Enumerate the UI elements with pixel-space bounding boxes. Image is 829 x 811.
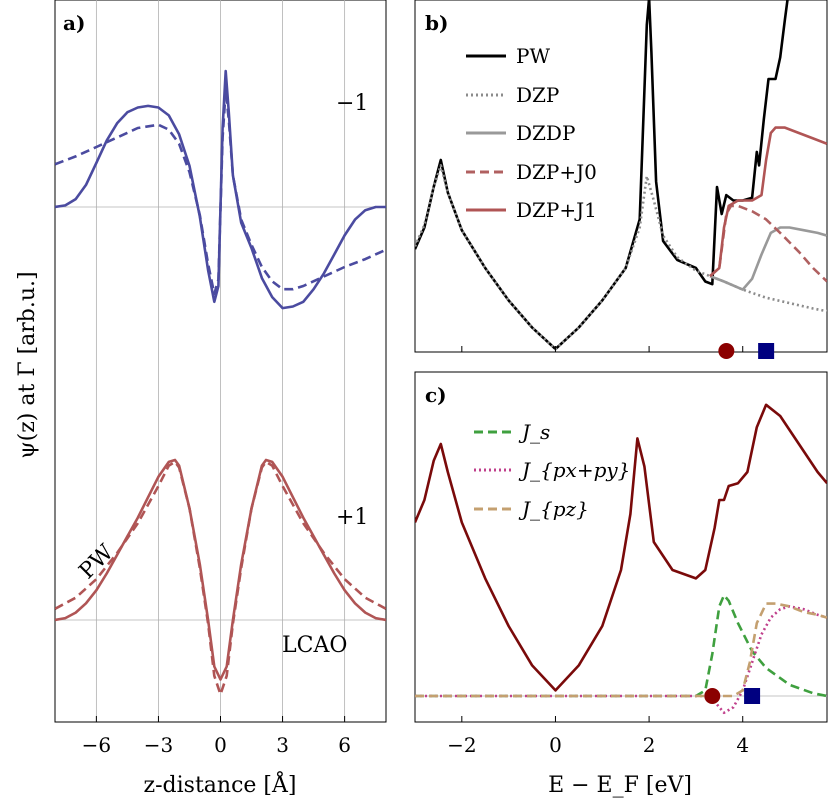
annotation-pw: PW (75, 540, 119, 584)
panel-c-xlabel: E − E_F [eV] (548, 773, 692, 798)
panel-a-tick-label: −3 (144, 733, 173, 757)
panel-c-xticks: −2 0 2 4 (447, 346, 749, 757)
panel-c-legend: J_s J_{px+py} J_{pz} (474, 420, 630, 521)
annotation-lcao: LCAO (282, 633, 347, 658)
panel-b-legend: PW DZP DZDP DZP+J0 DZP+J1 (466, 44, 597, 222)
panel-c-tick-label: 4 (736, 733, 749, 757)
annotation-minus1: −1 (336, 91, 368, 116)
panel-c-series-jpz (415, 602, 827, 698)
panel-a-grid (55, 0, 386, 722)
y-axis-label: ψ(z) at Γ [arb.u.] (15, 271, 40, 458)
panel-b-label: b) (425, 11, 448, 35)
panel-c-tick-label: 2 (643, 733, 656, 757)
markers (704, 343, 775, 704)
panel-c-series-js (415, 593, 827, 698)
panel-c-frame (414, 371, 828, 723)
panel-b-lines (415, 0, 827, 351)
panel-a-series-solid (55, 69, 386, 310)
panel-b-series-dzpj1 (709, 126, 827, 278)
panel-a-series-dashed (55, 88, 386, 296)
panel-c-series-total (415, 403, 827, 692)
panel-a-xlabel: z-distance [Å] (144, 770, 297, 798)
panel-a-tick-label: 3 (276, 733, 289, 757)
panel-a-tick-label: 0 (214, 733, 227, 757)
panel-a-series-solid (55, 458, 386, 681)
legend-dzdp-label: DZDP (516, 121, 575, 145)
legend-dzpj0-label: DZP+J0 (516, 160, 597, 184)
marker-square (758, 343, 775, 359)
marker-circle (718, 343, 735, 359)
panel-a-tick-label: 6 (338, 733, 351, 757)
panel-a-label: a) (63, 11, 85, 35)
panel-a-lines (55, 69, 386, 696)
panel-a-series-dashed (55, 460, 386, 696)
legend-dzp-label: DZP (516, 83, 559, 107)
panel-c-tick-label: 0 (549, 733, 562, 757)
annotation-plus1: +1 (336, 505, 368, 530)
panel-c-label: c) (425, 383, 447, 407)
legend-jpxpy-label: J_{px+py} (518, 458, 630, 482)
panel-c-lines (415, 403, 827, 715)
marker-circle (704, 688, 721, 704)
legend-js-label: J_s (518, 420, 550, 444)
panel-c-tick-label: −2 (447, 733, 476, 757)
legend-pw-label: PW (516, 44, 550, 68)
legend-dzpj1-label: DZP+J1 (516, 198, 597, 222)
panel-b-frame (414, 0, 828, 353)
panel-b-series-dzdp (709, 226, 827, 291)
panel-c-series-jpxpy (415, 605, 827, 715)
legend-jpz-label: J_{pz} (518, 497, 589, 521)
panel-a-tick-label: −6 (82, 733, 111, 757)
marker-square (744, 688, 761, 704)
panel-a-xticks: −6 −3 0 3 6 (82, 716, 351, 757)
panel-b-series-dzp (415, 164, 827, 351)
panel-b-series-pw (415, 0, 789, 351)
